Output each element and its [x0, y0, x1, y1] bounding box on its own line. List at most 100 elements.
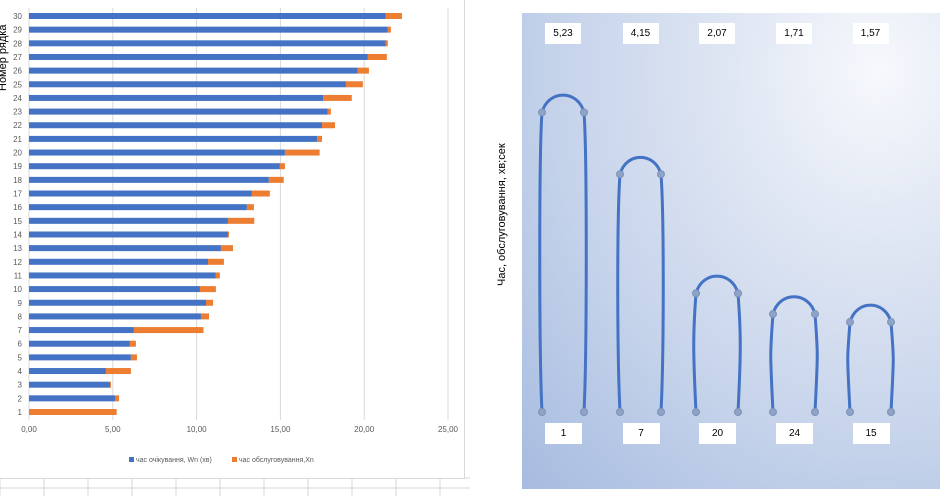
y-tick-label: 9 — [18, 299, 23, 308]
bar-chart-svg: 0,00 5,00 10,00 15,00 20,00 25,00123456789101… — [13, 8, 459, 464]
bar-waiting-time — [29, 231, 228, 238]
arch-point — [811, 310, 819, 319]
bar-service-time — [317, 135, 322, 142]
y-tick-label: 23 — [13, 108, 22, 117]
arch-point — [769, 310, 777, 319]
y-tick-label: 11 — [14, 271, 23, 280]
y-tick-label: 30 — [13, 12, 22, 21]
request-number-label: 24 — [776, 423, 813, 444]
bar-service-time — [323, 94, 352, 101]
bar-waiting-time — [29, 108, 328, 115]
bar-service-time — [284, 149, 320, 156]
bar-service-time — [345, 81, 363, 88]
bar-waiting-time — [29, 354, 131, 361]
y-tick-label: 13 — [13, 244, 22, 253]
service-time-value: 4,15 — [622, 23, 659, 44]
bar-service-time — [246, 204, 254, 211]
stacked-bar-chart[interactable]: 0,00 5,00 10,00 15,00 20,00 25,00 1 2 3 4 5 6 7 8 9 10 1… — [0, 0, 465, 479]
arch-point — [734, 289, 742, 298]
bar-service-time — [385, 13, 402, 19]
bar-service-time — [129, 340, 136, 347]
bar-waiting-time — [29, 176, 269, 183]
y-tick-label: 19 — [13, 162, 22, 171]
bar-waiting-time — [29, 245, 221, 252]
y-tick-label: 3 — [18, 381, 23, 390]
y-tick-label: 10 — [13, 285, 22, 294]
bar-waiting-time — [29, 53, 368, 60]
bar-service-time — [133, 327, 204, 334]
service-time-value: 2,07 — [699, 23, 735, 44]
y-tick-label: 18 — [13, 176, 22, 185]
arch-point — [846, 318, 854, 327]
bar-waiting-time — [29, 286, 200, 293]
bar-service-time — [251, 190, 270, 197]
service-arch — [846, 303, 895, 413]
arch-point — [769, 408, 777, 416]
bar-service-time — [357, 67, 369, 74]
bar-service-time — [105, 368, 131, 375]
y-tick-label: 27 — [13, 53, 22, 62]
bar-waiting-time — [29, 327, 134, 334]
bar-waiting-time — [29, 135, 318, 142]
bar-service-time — [207, 258, 224, 265]
arch-point — [692, 289, 700, 298]
bar-waiting-time — [29, 40, 386, 47]
service-time-value: 1,71 — [776, 23, 812, 44]
bar-waiting-time — [29, 299, 206, 306]
bar-service-time — [227, 231, 229, 238]
service-arch — [769, 295, 819, 413]
request-number-label: 20 — [699, 423, 736, 444]
bar-waiting-time — [29, 94, 324, 101]
y-tick-label: 21 — [13, 135, 22, 144]
y-tick-label: 22 — [13, 121, 22, 130]
bar-service-time — [321, 122, 336, 129]
bar-service-time — [109, 381, 111, 388]
service-arch — [692, 274, 742, 413]
arch-point — [538, 408, 546, 416]
bar-service-time — [29, 409, 117, 415]
arch-point — [887, 408, 895, 416]
bar-service-time — [387, 26, 391, 33]
bar-waiting-time — [29, 258, 208, 265]
x-tick-label: 15,00 — [270, 425, 291, 434]
bar-waiting-time — [29, 13, 386, 19]
bar-waiting-time — [29, 395, 115, 402]
bar-waiting-time — [29, 272, 216, 279]
request-number-label: 1 — [545, 423, 582, 444]
bar-service-time — [279, 163, 285, 170]
y-tick-label: 24 — [13, 94, 22, 103]
y-tick-label: 7 — [18, 326, 23, 335]
bar-service-time — [205, 299, 214, 306]
arch-point — [616, 170, 624, 179]
y-tick-label: 17 — [13, 190, 22, 199]
bar-waiting-time — [29, 67, 358, 74]
legend-label: час обслуговування,Xn — [239, 456, 314, 464]
legend-swatch — [129, 457, 134, 462]
bar-waiting-time — [29, 217, 228, 224]
bar-waiting-time — [29, 81, 346, 88]
y-tick-label: 2 — [18, 394, 23, 403]
arch-point — [846, 408, 854, 416]
bar-waiting-time — [29, 163, 280, 170]
legend-label: час очікування, Wn (хв) — [136, 456, 212, 464]
legend-swatch — [232, 457, 237, 462]
right-y-axis-title: Час, обслуговування, хв;сек — [496, 143, 508, 286]
x-tick-label: 10,00 — [187, 425, 208, 434]
arch-point — [811, 408, 819, 416]
bar-waiting-time — [29, 122, 322, 129]
service-time-diagram[interactable] — [522, 13, 940, 489]
arch-point — [657, 170, 665, 179]
y-tick-label: 8 — [18, 312, 23, 321]
arch-point — [692, 408, 700, 416]
bar-service-time — [227, 217, 255, 224]
bar-service-time — [268, 176, 284, 183]
service-time-value: 5,23 — [545, 23, 581, 44]
bar-waiting-time — [29, 204, 247, 211]
bar-waiting-time — [29, 26, 388, 33]
bar-service-time — [367, 53, 387, 60]
bar-waiting-time — [29, 313, 201, 320]
y-tick-label: 26 — [13, 67, 22, 76]
x-tick-label: 20,00 — [354, 425, 375, 434]
service-time-value: 1,57 — [852, 23, 889, 44]
bar-service-time — [130, 354, 137, 361]
